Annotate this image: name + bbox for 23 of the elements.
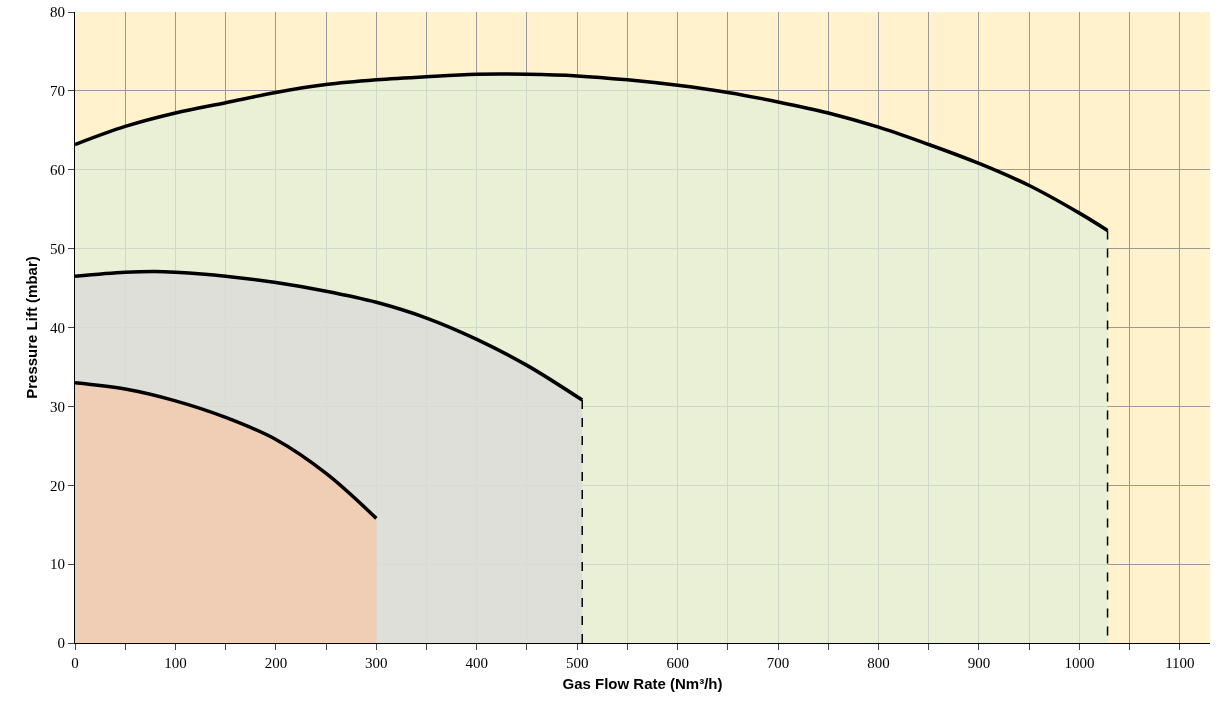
y-tick-label: 50 (50, 240, 65, 257)
y-tick-label: 40 (50, 319, 65, 336)
x-tick-label: 900 (967, 655, 991, 671)
x-tick-label: 200 (264, 655, 288, 671)
x-tick-label: 600 (666, 655, 689, 671)
y-tick-label: 60 (50, 162, 65, 178)
x-tick-label: 500 (565, 655, 589, 671)
x-tick-label: 400 (465, 655, 489, 671)
y-tick-label: 70 (50, 83, 65, 100)
x-tick-label: 1100 (1165, 655, 1195, 671)
y-tick-label: 0 (57, 635, 65, 652)
y-tick-label: 20 (50, 477, 65, 494)
x-tick-label: 0 (71, 655, 79, 671)
x-tick-label: 700 (766, 655, 790, 671)
x-tick-label: 100 (164, 655, 187, 671)
y-tick-label: 80 (50, 4, 65, 21)
y-axis-title: Pressure Lift (mbar) (23, 256, 41, 399)
x-tick-label: 1000 (1064, 655, 1095, 671)
y-tick-label: 10 (50, 556, 65, 573)
x-tick-label: 800 (867, 655, 890, 671)
x-axis-title: Gas Flow Rate (Nm³/h) (562, 675, 723, 692)
x-tick-label: 300 (365, 655, 388, 671)
y-tick-label: 30 (50, 398, 65, 415)
